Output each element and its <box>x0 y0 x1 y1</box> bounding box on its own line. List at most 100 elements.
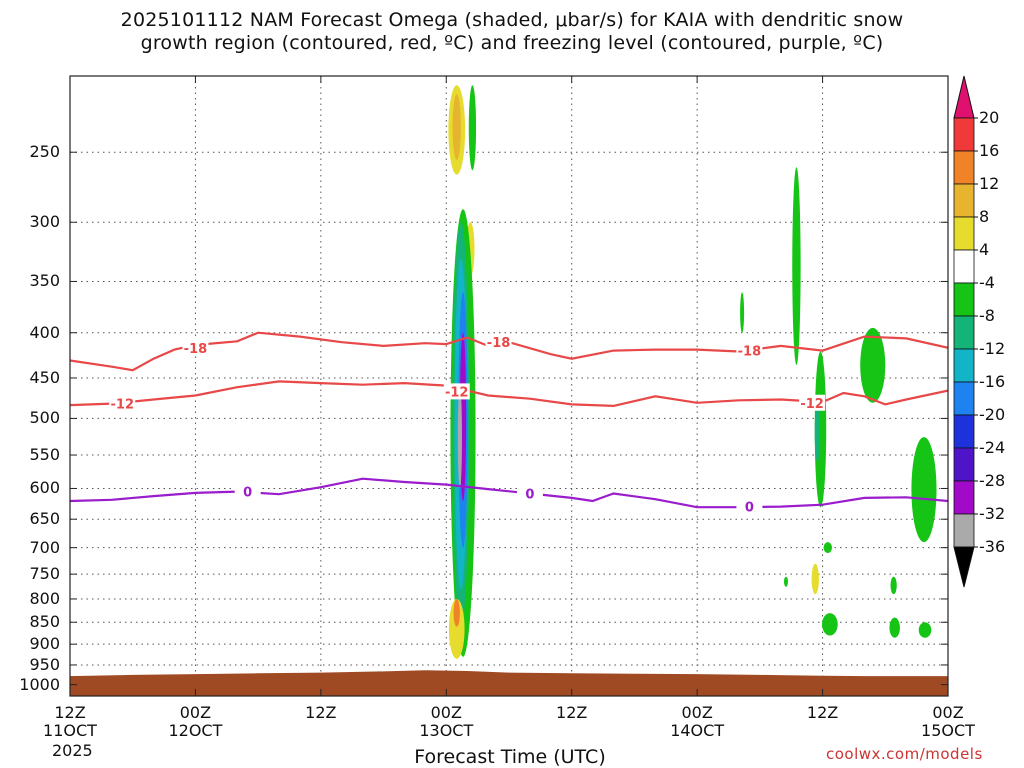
omega-cell-12 <box>740 292 745 333</box>
omega-cell-13 <box>792 167 801 365</box>
colorbar-bottom-arrow <box>953 546 975 588</box>
colorbar-segment-11 <box>953 480 975 515</box>
contour-label-0-0: -18 <box>184 342 208 357</box>
x-tick-date: 13OCT <box>419 721 474 740</box>
x-tick-label: 12Z <box>305 703 337 722</box>
x-tick-label: 12Z <box>556 703 588 722</box>
colorbar-segment-8 <box>953 381 975 416</box>
contour-label-bg <box>485 334 512 351</box>
contour-label-bg <box>443 383 470 400</box>
plot-area <box>70 76 948 696</box>
contour-label-bg <box>516 485 543 502</box>
credit-link[interactable]: coolwx.com/models <box>826 745 983 763</box>
omega-cell-21 <box>911 437 937 543</box>
terrain-layer <box>70 670 948 696</box>
x-tick-date: 11OCT <box>43 721 97 740</box>
contour-label-0-2: -18 <box>738 345 762 360</box>
contour-line-0 <box>70 331 948 372</box>
colorbar-label: -32 <box>979 504 1006 523</box>
y-tick-label: 350 <box>29 271 60 291</box>
colorbar-label: -12 <box>979 339 1006 358</box>
omega-cell-9 <box>457 386 462 489</box>
y-tick-label: 450 <box>29 367 60 387</box>
colorbar-segment-3 <box>953 216 975 251</box>
colorbar-segment-6 <box>953 315 975 350</box>
omega-cell-23 <box>889 617 900 638</box>
y-tick-label: 300 <box>29 212 60 232</box>
omega-cell-18 <box>783 576 788 587</box>
omega-cell-1 <box>452 94 461 160</box>
omega-cell-10 <box>448 598 465 659</box>
colorbar-segment-10 <box>953 447 975 482</box>
omega-cell-20 <box>890 576 897 595</box>
contour-label-2-1: 0 <box>525 488 534 503</box>
colorbar-label: 8 <box>979 207 990 226</box>
colorbar-label: -8 <box>979 306 995 325</box>
y-tick-label: 950 <box>29 654 60 674</box>
x-axis-title: Forecast Time (UTC) <box>414 746 606 768</box>
omega-cell-2 <box>468 85 477 171</box>
colorbar-label: 20 <box>979 108 1000 127</box>
contour-label-bg <box>799 394 826 411</box>
x-tick-label: 00Z <box>179 703 212 722</box>
omega-cell-15 <box>814 402 820 462</box>
x-tick-date: 14OCT <box>670 721 725 740</box>
plot-frame <box>69 75 949 697</box>
y-tick-label: 400 <box>29 322 60 342</box>
contour-label-bg <box>736 498 763 515</box>
colorbar-label: -20 <box>979 405 1006 424</box>
y-tick-label: 550 <box>29 445 60 465</box>
contour-line-1 <box>70 380 948 408</box>
terrain-fill <box>70 670 948 696</box>
contour-label-1-2: -12 <box>800 397 824 412</box>
colorbar-top-arrow <box>953 75 975 119</box>
x-tick-date: 12OCT <box>168 721 223 740</box>
omega-cell-16 <box>823 542 832 554</box>
x-tick-label: 12Z <box>54 703 86 722</box>
x-tick-label: 00Z <box>430 703 462 722</box>
y-tick-label: 750 <box>29 564 60 584</box>
contour-label-1-0: -12 <box>111 398 135 413</box>
x-tick-label: 00Z <box>681 703 713 722</box>
colorbar-label: -28 <box>979 471 1006 490</box>
omega-cell-14 <box>814 351 827 508</box>
omega-shading <box>448 85 937 659</box>
colorbar-label: 16 <box>979 141 1000 160</box>
colorbar-label: -24 <box>979 438 1006 457</box>
x-tick-label: 12Z <box>806 703 839 722</box>
colorbar-label: -36 <box>979 537 1006 556</box>
y-tick-label: 250 <box>29 142 60 162</box>
colorbar-segment-12 <box>953 513 975 548</box>
colorbar-segment-7 <box>953 348 975 383</box>
chart-title-line2: growth region (contoured, red, ºC) and f… <box>140 32 884 54</box>
colorbar-label: 12 <box>979 174 1000 193</box>
omega-cell-19 <box>860 327 886 403</box>
colorbar-segment-9 <box>953 414 975 449</box>
colorbar-segment-0 <box>953 117 975 152</box>
colorbar-label: -16 <box>979 372 1006 391</box>
x-tick-label: 00Z <box>932 703 964 722</box>
colorbar-label: 4 <box>979 240 990 259</box>
y-tick-label: 600 <box>29 478 60 498</box>
contour-label-0-1: -18 <box>487 336 511 351</box>
contour-label-2-2: 0 <box>745 501 754 516</box>
y-tick-label: 900 <box>29 634 60 654</box>
y-tick-label: 650 <box>29 509 60 529</box>
omega-cell-22 <box>822 613 838 636</box>
y-tick-label: 1000 <box>19 674 60 694</box>
contour-label-bg <box>109 395 136 412</box>
y-tick-label: 800 <box>29 588 60 608</box>
colorbar-label: -4 <box>979 273 995 292</box>
contour-label-bg <box>234 483 261 500</box>
omega-cell-11 <box>453 598 460 627</box>
contour-label-2-0: 0 <box>243 486 252 501</box>
colorbar-segment-5 <box>953 282 975 317</box>
chart-title-line1: 2025101112 NAM Forecast Omega (shaded, μ… <box>120 9 904 31</box>
colorbar-segment-1 <box>953 150 975 185</box>
temperature-contours: -18 -18 -18 -12 -12 -12 0 0 0 <box>70 331 948 516</box>
colorbar-segment-4 <box>953 249 975 284</box>
contour-label-bg <box>736 342 763 359</box>
x-tick-date: 15OCT <box>921 721 975 740</box>
omega-cell-24 <box>918 622 932 638</box>
